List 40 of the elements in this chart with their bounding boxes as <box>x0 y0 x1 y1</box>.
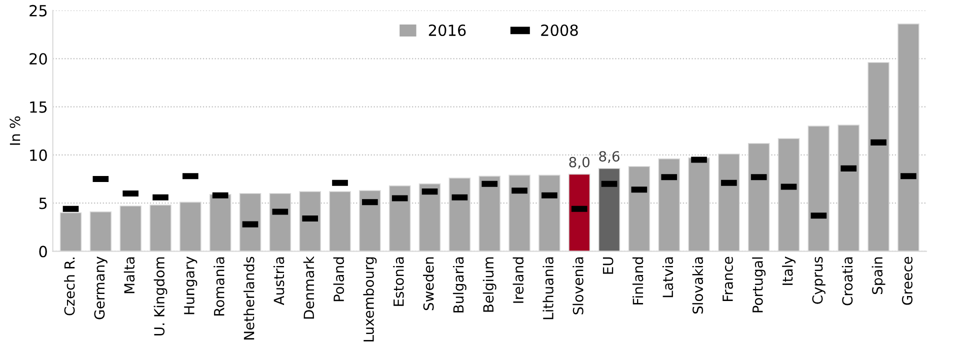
data-label: 8,6 <box>599 151 620 163</box>
x-tick-label: Hungary <box>184 256 198 314</box>
y-axis-title: In % <box>10 116 20 145</box>
x-tick-label: Latvia <box>662 257 674 298</box>
y-tick-label: 10 <box>30 149 47 161</box>
x-tick-label: Estonia <box>393 257 404 306</box>
legend-label: 2016 <box>428 24 466 36</box>
x-tick-label: Slovenia <box>572 257 584 314</box>
x-tick-label: Italy <box>782 256 796 285</box>
x-tick-label: Belgium <box>482 257 496 312</box>
x-tick-label: Sweden <box>423 257 434 310</box>
x-tick-label: Cyprus <box>812 256 826 304</box>
x-tick-label: Portugal <box>752 257 766 312</box>
x-tick-label: Romania <box>214 257 224 316</box>
x-tick-label: Croatia <box>842 257 853 306</box>
data-label: 8,0 <box>569 156 590 169</box>
x-tick-label: EU <box>602 257 614 274</box>
x-tick-label: Spain <box>872 257 886 294</box>
x-tick-label: Austria <box>273 257 284 306</box>
x-tick-label: Bulgaria <box>452 257 466 312</box>
x-tick-label: Finland <box>632 257 644 304</box>
x-tick-label: Poland <box>333 257 344 302</box>
x-tick-label: Czech R. <box>64 258 75 316</box>
x-tick-label: Ireland <box>512 257 524 303</box>
x-tick-label: Malta <box>124 257 135 294</box>
x-tick-label: Netherlands <box>244 256 254 340</box>
y-tick-label: 5 <box>39 198 47 210</box>
x-tick-label: Lithuania <box>542 257 554 320</box>
x-tick-label: Slovakia <box>692 257 704 314</box>
x-tick-label: Denmark <box>303 256 314 319</box>
y-tick-label: 20 <box>30 53 47 65</box>
x-tick-label: Luxembourg <box>363 257 377 342</box>
x-tick-label: U. Kingdom <box>154 257 168 336</box>
x-tick-label: Greece <box>902 256 912 305</box>
x-tick-label: Germany <box>94 256 108 320</box>
y-tick-label: 25 <box>30 4 47 16</box>
y-tick-label: 0 <box>39 246 47 258</box>
x-tick-label: France <box>722 256 733 301</box>
y-tick-label: 15 <box>30 101 47 113</box>
legend-label: 2008 <box>541 24 578 36</box>
